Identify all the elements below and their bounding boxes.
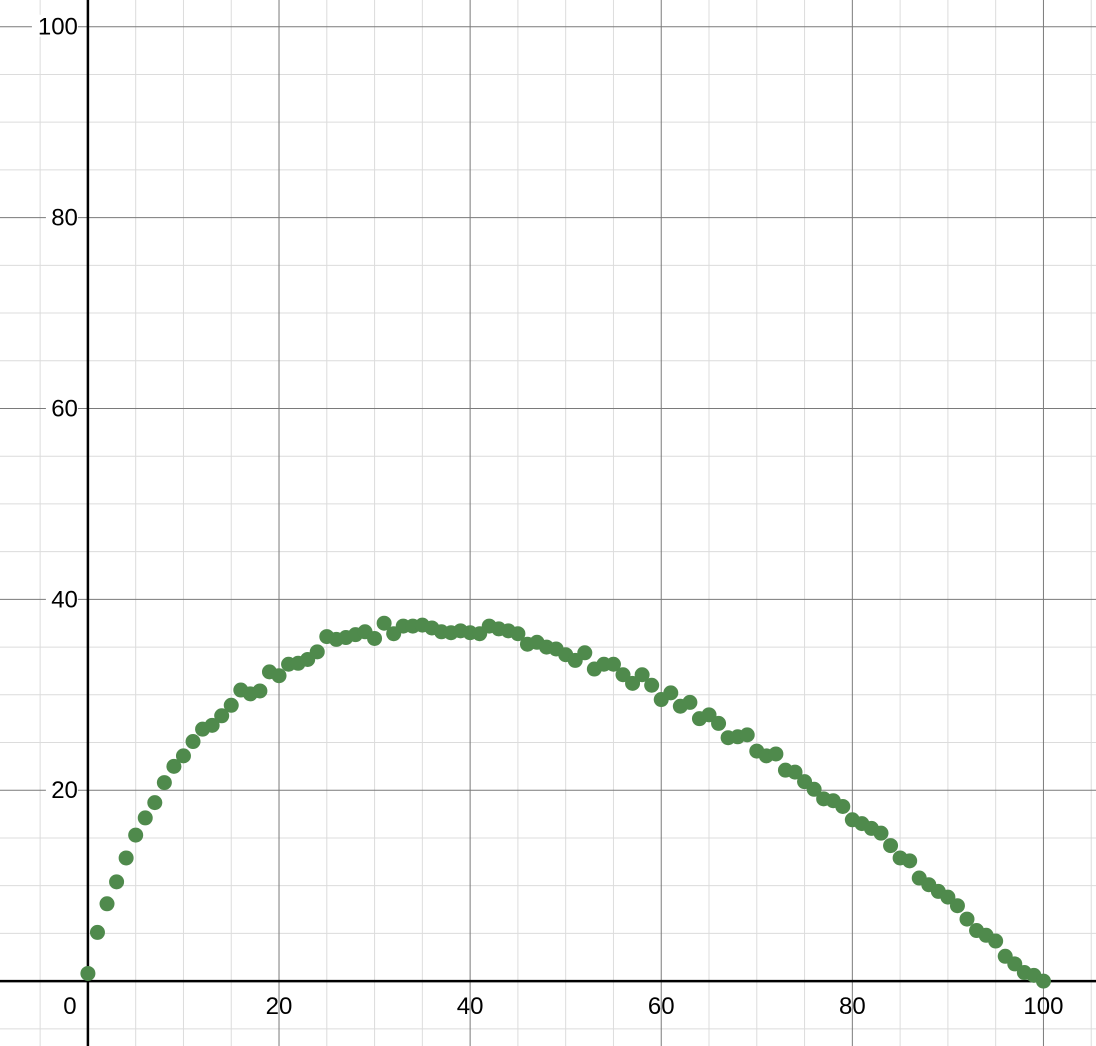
y-tick-label: 20 (51, 777, 78, 804)
data-point (988, 933, 1004, 949)
data-point (644, 677, 660, 693)
x-tick-label: 80 (839, 993, 866, 1020)
x-tick-label: 20 (266, 993, 293, 1020)
data-point (252, 683, 268, 699)
data-point (89, 924, 105, 940)
data-point (902, 853, 918, 869)
data-point (711, 715, 727, 731)
data-point (873, 825, 889, 841)
x-tick-label: 0 (63, 993, 76, 1020)
y-tick-label: 40 (51, 586, 78, 613)
data-point (166, 758, 182, 774)
data-point (214, 708, 230, 724)
data-point (223, 697, 239, 713)
data-point (147, 795, 163, 811)
data-point (806, 781, 822, 797)
data-point (510, 626, 526, 642)
y-tick-label-background (45, 205, 78, 228)
data-point (835, 798, 851, 814)
data-point (99, 896, 115, 912)
y-tick-label-background (31, 14, 78, 37)
data-point (118, 850, 134, 866)
data-point (80, 965, 96, 981)
y-tick-label: 100 (38, 14, 78, 41)
data-point (959, 911, 975, 927)
x-tick-label: 100 (1023, 993, 1063, 1020)
data-point (376, 615, 392, 631)
data-point (109, 874, 125, 890)
data-point (137, 810, 153, 826)
data-point (682, 694, 698, 710)
data-point (271, 668, 287, 684)
data-point (883, 838, 899, 854)
data-point (701, 707, 717, 723)
x-tick-label: 60 (648, 993, 675, 1020)
data-point (185, 734, 201, 750)
data-point (309, 644, 325, 660)
y-tick-label-background (45, 396, 78, 419)
data-point (739, 727, 755, 743)
y-tick-label: 80 (51, 205, 78, 232)
data-point (128, 827, 144, 843)
data-point (663, 685, 679, 701)
y-tick-label-background (45, 587, 78, 610)
data-point (1035, 973, 1051, 989)
data-point (605, 656, 621, 672)
data-point (787, 764, 803, 780)
data-point (768, 746, 784, 762)
x-tick-label: 40 (457, 993, 484, 1020)
data-point (625, 675, 641, 691)
data-point (156, 775, 172, 791)
data-points (80, 615, 1051, 989)
y-tick-label: 60 (51, 395, 78, 422)
data-point (577, 645, 593, 661)
data-point (367, 630, 383, 646)
data-point (634, 667, 650, 683)
data-point (204, 717, 220, 733)
y-tick-label-background (45, 778, 78, 801)
data-point (615, 667, 631, 683)
data-point (940, 889, 956, 905)
data-point (1007, 956, 1023, 972)
tick-labels: 0 20 40 60 80 100 20 40 60 80 100 (31, 14, 1063, 1020)
data-point (175, 748, 191, 764)
data-point (949, 898, 965, 914)
